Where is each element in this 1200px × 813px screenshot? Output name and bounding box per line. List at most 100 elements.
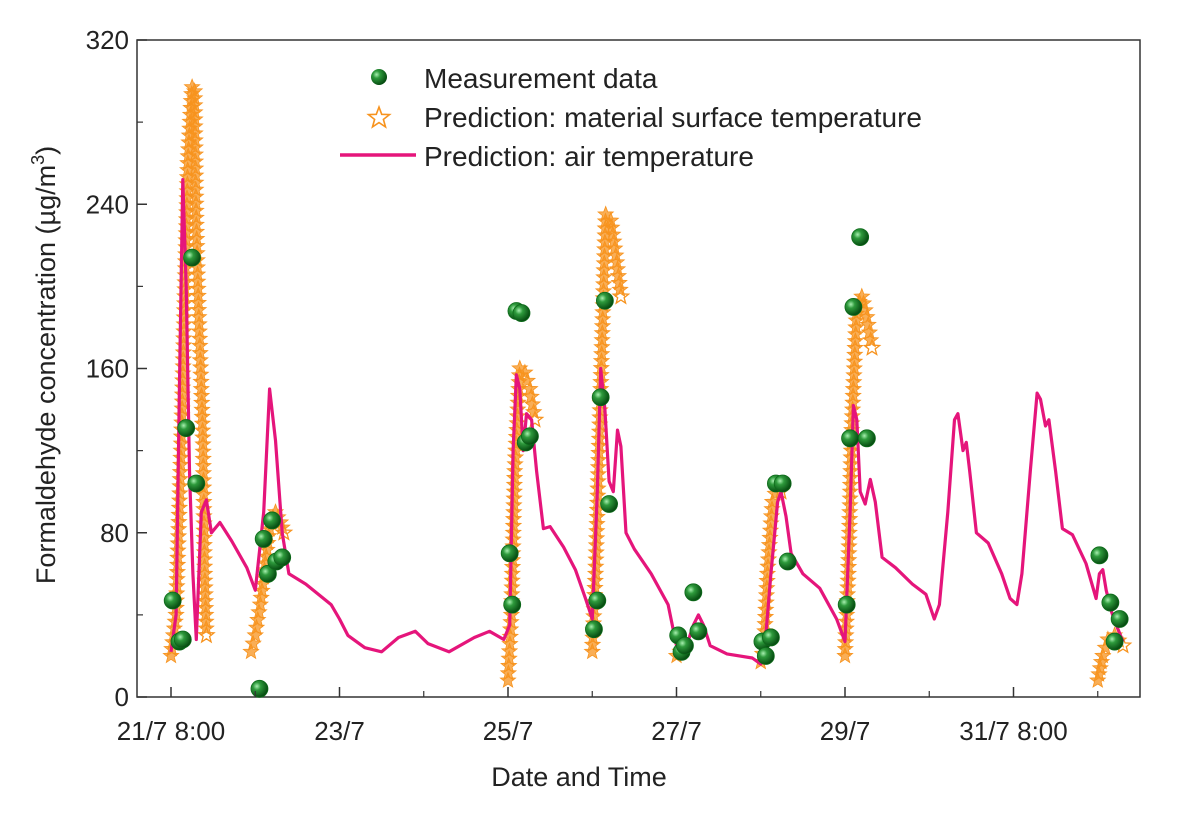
surface-point — [175, 329, 193, 346]
surface-point — [1092, 652, 1111, 670]
measurement-point — [503, 595, 522, 614]
surface-point — [172, 434, 190, 452]
measurement-point — [837, 595, 856, 614]
measurement-point — [173, 630, 192, 649]
measurement-point — [841, 429, 859, 448]
surface-point — [176, 287, 194, 304]
surface-point — [500, 656, 518, 674]
surface-point — [171, 470, 189, 487]
surface-point — [505, 503, 523, 520]
y-axis-title-superscript: 3 — [28, 155, 48, 165]
x-axis-title: Date and Time — [491, 762, 667, 792]
surface-point — [172, 448, 190, 466]
legend: Measurement data Prediction: material su… — [340, 63, 922, 172]
surface-point — [836, 646, 854, 664]
surface-point — [595, 261, 613, 278]
x-tick-label: 31/7 8:00 — [959, 716, 1067, 746]
y-tick-label: 160 — [86, 354, 129, 384]
y-tick-label: 0 — [115, 682, 129, 712]
surface-point — [174, 336, 193, 353]
surface-point — [175, 294, 194, 311]
surface-point — [501, 620, 520, 637]
surface-point — [757, 593, 775, 610]
y-axis-title-tail: ) — [31, 146, 61, 155]
surface-point — [500, 649, 518, 666]
measurement-point — [187, 474, 206, 493]
surface-point — [175, 308, 193, 325]
measurement-point — [844, 298, 863, 316]
measurement-series — [163, 228, 1129, 698]
surface-point — [174, 343, 193, 360]
surface-point — [1091, 659, 1109, 676]
surface-point — [844, 386, 862, 404]
plot-frame — [136, 39, 1141, 698]
surface-point — [583, 635, 602, 653]
measurement-point — [273, 548, 292, 567]
surface-point — [1090, 665, 1108, 682]
legend-label-measurement: Measurement data — [424, 63, 658, 94]
y-axis-title-main: Formaldehyde concentration (µg/m — [31, 165, 61, 584]
surface-point — [503, 571, 521, 588]
surface-point — [505, 489, 523, 506]
surface-point — [611, 286, 631, 305]
measurement-point — [521, 427, 539, 446]
surface-point — [593, 337, 611, 355]
surface-point — [847, 311, 865, 329]
air-temperature-line — [169, 178, 1125, 666]
surface-point — [508, 407, 527, 424]
surface-point — [593, 324, 611, 341]
surface-point — [500, 642, 519, 659]
measurement-point — [500, 544, 519, 563]
surface-point — [504, 530, 522, 548]
y-tick-label: 320 — [86, 25, 129, 55]
surface-point — [197, 625, 216, 644]
y-tick-label: 80 — [100, 518, 129, 548]
surface-point — [501, 634, 519, 652]
surface-point — [505, 496, 523, 513]
surface-point — [172, 441, 190, 459]
measurement-point — [250, 679, 269, 698]
x-tick-label: 29/7 — [820, 716, 871, 746]
surface-point — [593, 317, 612, 334]
surface-point — [758, 579, 776, 596]
surface-point — [499, 671, 517, 688]
legend-label-surface: Prediction: material surface temperature — [424, 102, 922, 133]
measurement-point — [163, 591, 182, 610]
surface-point — [162, 646, 180, 664]
surface-point — [171, 484, 189, 501]
surface-point — [846, 331, 865, 349]
surface-point — [506, 448, 525, 465]
measurement-point — [778, 552, 797, 571]
surface-point — [505, 475, 524, 493]
measurement-point — [595, 291, 614, 310]
surface-point — [518, 371, 537, 389]
surface-point — [759, 557, 777, 575]
surface-point — [175, 315, 193, 332]
measurement-point — [258, 564, 277, 583]
measurement-point — [588, 591, 607, 610]
surface-point — [758, 564, 777, 582]
measurement-point — [1105, 632, 1124, 651]
air-series — [169, 178, 1125, 666]
surface-point — [171, 462, 190, 480]
measurement-point — [689, 622, 708, 641]
surface-point — [252, 588, 270, 606]
measurement-point — [684, 583, 703, 602]
surface-point — [847, 325, 865, 342]
surface-point — [845, 373, 863, 390]
surface-point — [504, 516, 523, 534]
surface-point — [593, 344, 611, 362]
surface-point — [509, 393, 527, 411]
surface-point — [583, 642, 601, 660]
surface-point — [171, 477, 189, 494]
surface-point — [516, 363, 534, 381]
measurement-point — [254, 530, 273, 548]
legend-label-air: Prediction: air temperature — [424, 141, 754, 172]
measurement-point — [773, 474, 792, 493]
surface-point — [505, 482, 523, 500]
measurement-point — [585, 620, 603, 639]
surface-point — [846, 345, 864, 363]
surface-point — [595, 268, 613, 285]
surface-point — [845, 359, 863, 376]
surface-point — [845, 366, 863, 383]
